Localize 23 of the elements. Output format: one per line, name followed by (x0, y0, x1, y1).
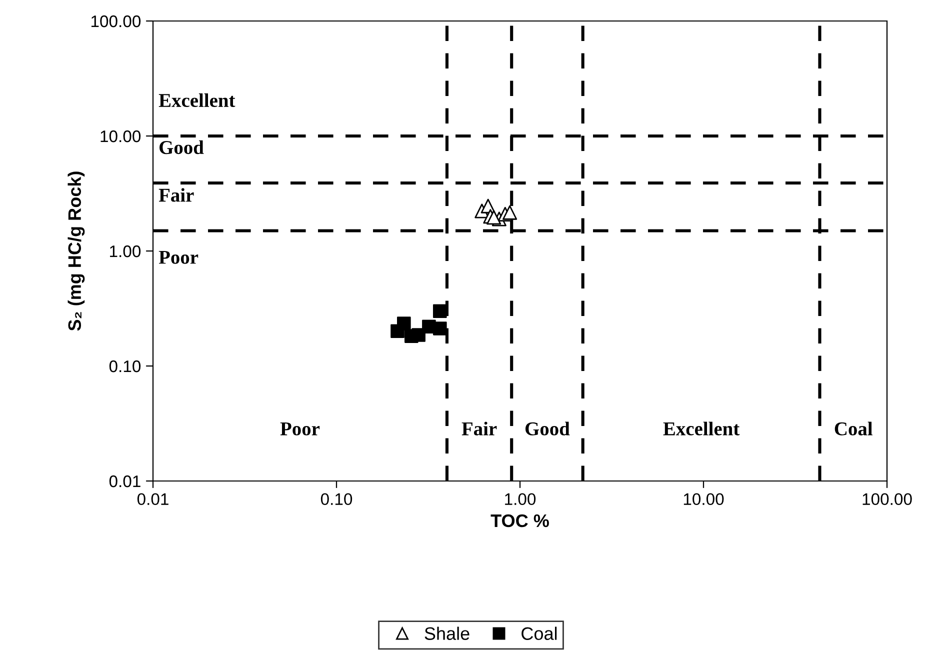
legend-label: Coal (522, 626, 557, 640)
annotation: Fair (462, 422, 497, 436)
x-tick-label: 10.00 (684, 493, 724, 506)
x-tick-label: 0.10 (320, 493, 352, 506)
x-tick-label: 100.00 (862, 493, 912, 506)
y-tick-label: 0.01 (109, 475, 140, 488)
annotation: Fair (158, 188, 194, 202)
y-tick-label: 10.00 (100, 130, 141, 142)
x-tick-label: 0.01 (137, 493, 168, 506)
annotation: Poor (158, 250, 198, 264)
y-axis-title: S₂ (mg HC/g Rock) (68, 172, 85, 331)
y-tick-label: 1.00 (110, 245, 141, 258)
annotation: Good (160, 140, 204, 154)
annotation: Coal (834, 422, 872, 436)
legend-label: Shale (424, 626, 470, 640)
annotation: Excellent (158, 93, 236, 108)
y-tick-label: 100.00 (91, 15, 141, 28)
annotation: Poor (280, 422, 320, 436)
annotation: Good (525, 422, 570, 436)
x-axis-title: TOC % (490, 514, 549, 528)
y-tick-label: 0.10 (109, 360, 141, 372)
x-tick-label: 1.00 (505, 493, 536, 506)
annotation: Excellent (663, 422, 740, 436)
